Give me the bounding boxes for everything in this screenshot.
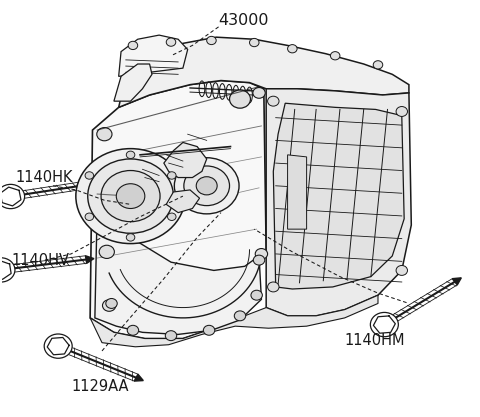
Text: 43000: 43000 bbox=[218, 13, 269, 28]
Circle shape bbox=[126, 234, 135, 241]
Circle shape bbox=[288, 45, 297, 53]
Circle shape bbox=[106, 299, 117, 309]
Polygon shape bbox=[90, 295, 378, 347]
Circle shape bbox=[229, 90, 251, 108]
Circle shape bbox=[128, 41, 138, 50]
Circle shape bbox=[396, 266, 408, 275]
Polygon shape bbox=[47, 337, 69, 355]
Circle shape bbox=[396, 106, 408, 116]
Circle shape bbox=[44, 334, 72, 358]
Text: 1140HV: 1140HV bbox=[12, 253, 70, 268]
Circle shape bbox=[103, 300, 116, 311]
Circle shape bbox=[373, 61, 383, 69]
Polygon shape bbox=[164, 143, 207, 178]
Circle shape bbox=[166, 38, 176, 46]
Circle shape bbox=[165, 331, 177, 341]
Circle shape bbox=[85, 213, 94, 221]
Circle shape bbox=[234, 311, 246, 321]
Circle shape bbox=[127, 325, 139, 335]
Polygon shape bbox=[288, 155, 307, 229]
Circle shape bbox=[251, 290, 263, 300]
Polygon shape bbox=[166, 190, 200, 213]
Circle shape bbox=[88, 159, 173, 233]
Circle shape bbox=[0, 184, 24, 208]
Circle shape bbox=[253, 88, 265, 98]
Circle shape bbox=[253, 255, 265, 265]
Polygon shape bbox=[373, 316, 396, 333]
Text: 1140HM: 1140HM bbox=[345, 333, 405, 348]
Polygon shape bbox=[90, 80, 266, 339]
Polygon shape bbox=[273, 103, 404, 289]
Circle shape bbox=[99, 245, 114, 259]
Circle shape bbox=[168, 213, 176, 221]
Circle shape bbox=[267, 282, 279, 292]
Text: 1140HK: 1140HK bbox=[15, 170, 73, 185]
Polygon shape bbox=[95, 186, 262, 334]
Polygon shape bbox=[452, 278, 461, 285]
Circle shape bbox=[184, 166, 229, 206]
Polygon shape bbox=[119, 35, 188, 76]
Circle shape bbox=[267, 96, 279, 106]
Polygon shape bbox=[0, 261, 11, 279]
Polygon shape bbox=[119, 37, 409, 107]
Text: 1129AA: 1129AA bbox=[71, 379, 129, 394]
Polygon shape bbox=[85, 256, 94, 263]
Polygon shape bbox=[95, 180, 103, 187]
Circle shape bbox=[174, 158, 239, 214]
Circle shape bbox=[255, 249, 267, 259]
Circle shape bbox=[250, 38, 259, 47]
Circle shape bbox=[85, 172, 94, 179]
Circle shape bbox=[207, 36, 216, 45]
Circle shape bbox=[371, 312, 398, 337]
Polygon shape bbox=[0, 187, 21, 206]
Polygon shape bbox=[266, 89, 411, 316]
Polygon shape bbox=[134, 374, 144, 381]
Circle shape bbox=[101, 171, 160, 222]
Circle shape bbox=[116, 184, 145, 208]
Circle shape bbox=[126, 151, 135, 158]
Circle shape bbox=[330, 52, 340, 60]
Circle shape bbox=[97, 128, 112, 141]
Circle shape bbox=[204, 325, 215, 335]
Circle shape bbox=[76, 148, 185, 244]
Circle shape bbox=[196, 177, 217, 195]
Circle shape bbox=[0, 258, 15, 282]
Polygon shape bbox=[114, 64, 152, 101]
Circle shape bbox=[168, 172, 176, 179]
